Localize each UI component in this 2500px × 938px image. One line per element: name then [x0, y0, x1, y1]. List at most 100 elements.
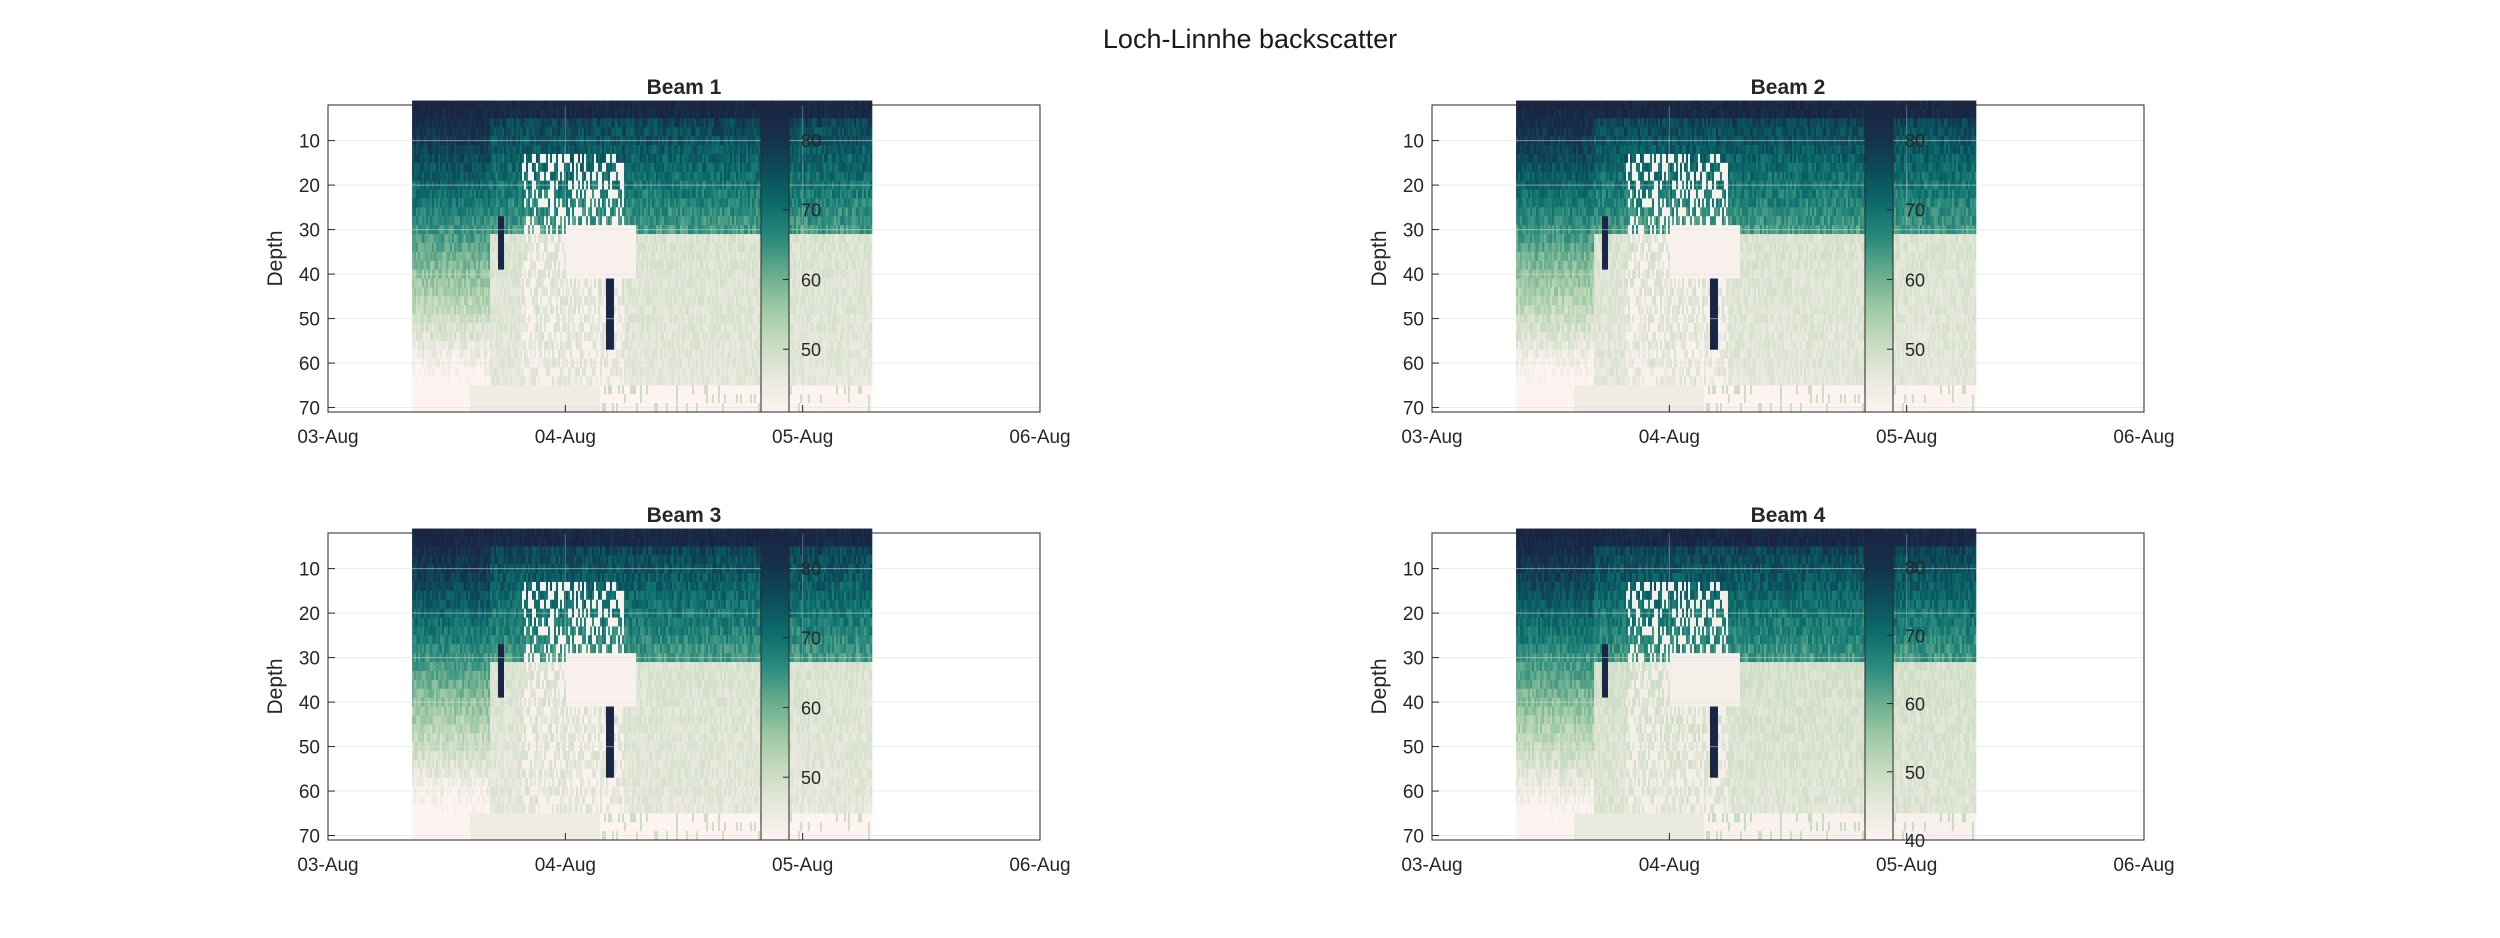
heatmap-cell — [492, 376, 495, 386]
heatmap-cell — [458, 394, 461, 404]
heatmap-cell — [500, 145, 503, 155]
heatmap-cell — [428, 331, 431, 342]
heatmap-cell — [424, 153, 427, 164]
heatmap-cell — [450, 305, 453, 315]
heatmap-cell — [520, 127, 523, 137]
heatmap-cell — [484, 296, 487, 306]
heatmap-cell — [500, 323, 503, 333]
heatmap-cell — [544, 251, 547, 262]
heatmap-cell — [474, 394, 477, 404]
heatmap-cell — [478, 234, 481, 244]
heatmap-cell — [456, 376, 459, 386]
heatmap-cell — [426, 234, 429, 244]
heatmap-cell — [470, 118, 473, 128]
heatmap-cell — [470, 127, 473, 137]
heatmap-cell — [460, 305, 463, 315]
heatmap-cell — [546, 127, 549, 137]
heatmap-cell — [482, 118, 485, 128]
heatmap-cell — [524, 305, 527, 315]
heatmap-cell — [548, 145, 551, 155]
heatmap-cell — [522, 171, 525, 182]
heatmap-cell — [484, 367, 487, 377]
heatmap-cell — [432, 216, 435, 226]
heatmap-cell — [450, 296, 453, 306]
heatmap-cell — [458, 331, 461, 342]
heatmap-cell — [526, 109, 529, 119]
heatmap-cell — [422, 251, 425, 262]
heatmap-cell — [424, 367, 427, 377]
heatmap-cell — [426, 278, 429, 288]
heatmap-cell — [424, 287, 427, 297]
heatmap-cell — [442, 198, 445, 208]
heatmap-cell — [552, 376, 555, 386]
heatmap-cell — [514, 109, 517, 119]
heatmap-cell — [540, 278, 543, 288]
heatmap-cell — [484, 153, 487, 164]
heatmap-cell — [468, 127, 471, 137]
heatmap-cell — [452, 127, 455, 137]
heatmap-cell — [470, 216, 473, 226]
heatmap-cell — [546, 251, 549, 262]
heatmap-cell — [488, 305, 491, 315]
heatmap-cell — [470, 171, 473, 182]
heatmap-cell — [452, 376, 455, 386]
heatmap-cell — [418, 278, 421, 288]
heatmap-cell — [504, 216, 507, 226]
heatmap-cell — [514, 331, 517, 342]
heatmap-cell — [464, 216, 467, 226]
heatmap-cell — [476, 145, 479, 155]
heatmap-cell — [458, 109, 461, 119]
heatmap-cell — [542, 260, 545, 271]
heatmap-cell — [414, 198, 417, 208]
heatmap-cell — [518, 376, 521, 386]
heatmap-cell — [434, 340, 437, 351]
heatmap-cell — [450, 198, 453, 208]
heatmap-cell — [494, 323, 497, 333]
heatmap-cell — [418, 349, 421, 360]
heatmap-cell — [510, 305, 513, 315]
heatmap-cell — [444, 153, 447, 164]
heatmap-cell — [504, 207, 507, 217]
heatmap-cell — [432, 153, 435, 164]
heatmap-cell — [432, 323, 435, 333]
heatmap-cell — [418, 171, 421, 182]
heatmap-cell — [470, 207, 473, 217]
heatmap-cell — [486, 171, 489, 182]
heatmap-cell — [448, 118, 451, 128]
heatmap-cell — [446, 242, 449, 253]
heatmap-cell — [420, 251, 423, 262]
heatmap-cell — [546, 287, 549, 297]
heatmap-cell — [514, 367, 517, 377]
heatmap-cell — [522, 394, 525, 404]
heatmap-cell — [456, 153, 459, 164]
heatmap-cell — [474, 251, 477, 262]
heatmap-cell — [470, 198, 473, 208]
heatmap-cell — [424, 109, 427, 119]
heatmap-cell — [462, 234, 465, 244]
heatmap-cell — [526, 153, 529, 164]
heatmap-cell — [468, 367, 471, 377]
heatmap-cell — [552, 216, 555, 226]
heatmap-cell — [442, 394, 445, 404]
heatmap-cell — [446, 367, 449, 377]
heatmap-cell — [436, 340, 439, 351]
heatmap-cell — [440, 260, 443, 271]
heatmap-cell — [532, 287, 535, 297]
heatmap-cell — [454, 153, 457, 164]
heatmap-cell — [548, 376, 551, 386]
heatmap-cell — [442, 340, 445, 351]
heatmap-cell — [496, 216, 499, 226]
heatmap-cell — [458, 305, 461, 315]
heatmap-cell — [536, 385, 539, 395]
heatmap-cell — [506, 278, 509, 288]
heatmap-cell — [460, 278, 463, 288]
heatmap-cell — [498, 385, 501, 395]
heatmap-cell — [548, 278, 551, 288]
heatmap-cell — [510, 323, 513, 333]
heatmap-cell — [488, 323, 491, 333]
heatmap-cell — [518, 109, 521, 119]
heatmap-cell — [454, 331, 457, 342]
heatmap-cell — [414, 145, 417, 155]
heatmap-cell — [496, 394, 499, 404]
heatmap-cell — [422, 376, 425, 386]
